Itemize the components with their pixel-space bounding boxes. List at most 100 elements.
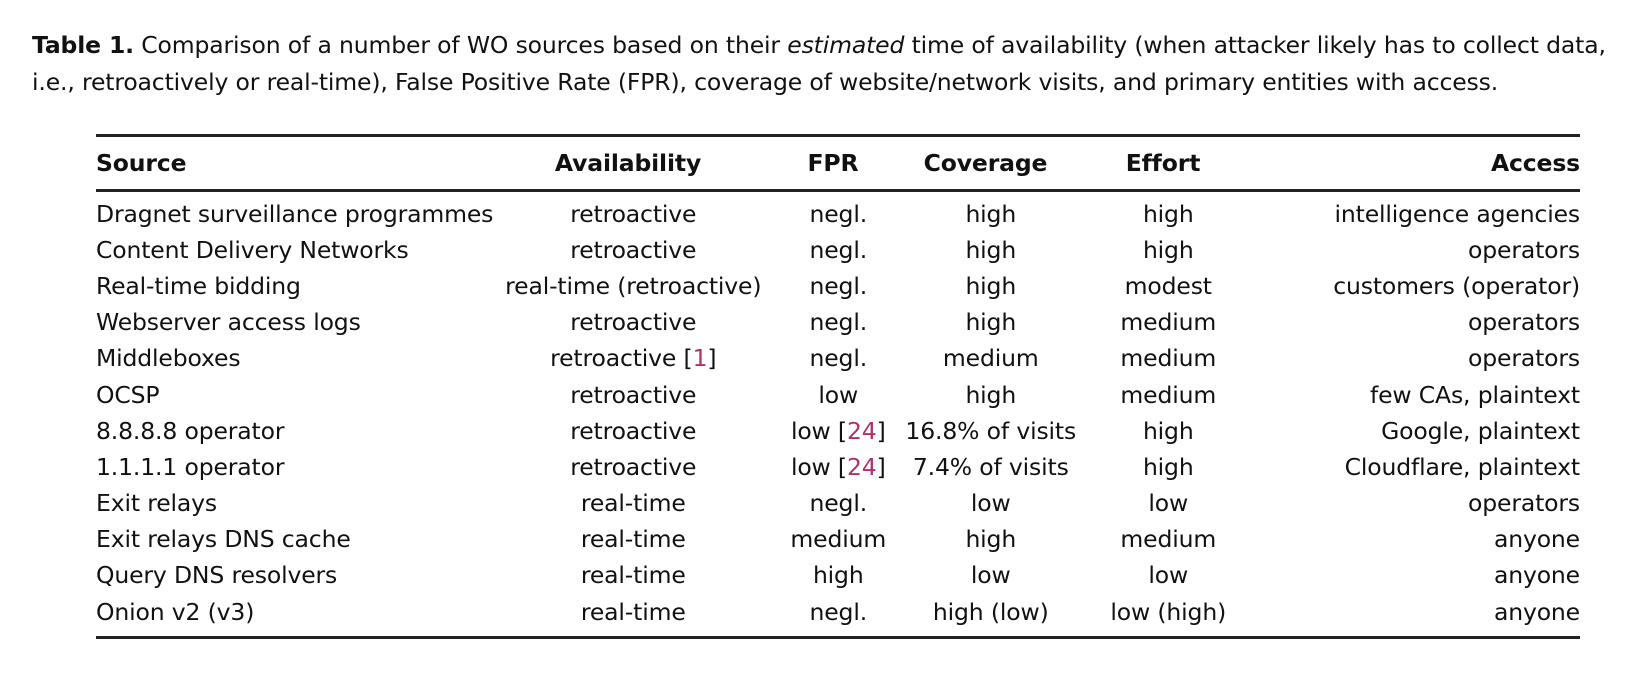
cell-source: OCSP: [96, 380, 160, 409]
cell-source: Dragnet surveillance programmes: [96, 199, 494, 228]
cell-effort: modest: [1124, 271, 1212, 300]
cell-coverage: 7.4% of visits: [912, 452, 1069, 481]
table-body: Dragnet surveillance programmes retroact…: [96, 192, 1580, 636]
cell-coverage: medium: [942, 344, 1039, 373]
caption-text-before: Comparison of a number of WO sources bas…: [133, 31, 788, 59]
cell-fpr: high: [812, 561, 864, 590]
cell-access: Cloudflare, plaintext: [1344, 452, 1581, 481]
caption-emphasis: estimated: [787, 31, 905, 59]
cell-effort: medium: [1120, 308, 1217, 337]
cell-availability: retroactive: [570, 308, 697, 337]
header-effort: Effort: [1125, 149, 1201, 177]
table-row: Onion v2 (v3) real-time negl. high (low)…: [96, 594, 1580, 636]
top-rule: [96, 134, 1580, 137]
cell-access: operators: [1468, 344, 1580, 373]
table-caption: Table 1. Comparison of a number of WO so…: [32, 27, 1612, 101]
cell-fpr: low [24]: [790, 416, 886, 445]
table-row: Dragnet surveillance programmes retroact…: [96, 192, 1580, 232]
cell-availability: retroactive: [570, 199, 697, 228]
table-row: 1.1.1.1 operator retroactive low [24] 7.…: [96, 449, 1580, 485]
citation-link[interactable]: 24: [846, 416, 877, 445]
header-source: Source: [96, 149, 187, 177]
header-row: Source Availability FPR Coverage Effort …: [96, 137, 1580, 189]
caption-label: Table 1.: [32, 31, 134, 59]
cell-source: Onion v2 (v3): [96, 597, 255, 626]
cell-fpr: low: [818, 380, 859, 409]
cell-access: intelligence agencies: [1334, 199, 1581, 228]
cell-coverage: high: [965, 199, 1017, 228]
cell-access: anyone: [1493, 525, 1580, 554]
cell-coverage: low: [970, 489, 1011, 518]
cell-source: 1.1.1.1 operator: [96, 452, 285, 481]
cell-coverage: high: [965, 380, 1017, 409]
table-row: 8.8.8.8 operator retroactive low [24] 16…: [96, 413, 1580, 449]
cell-source: Content Delivery Networks: [96, 235, 409, 264]
citation-link[interactable]: 24: [846, 452, 877, 481]
cell-availability: real-time: [580, 561, 686, 590]
cell-access: operators: [1468, 489, 1580, 518]
cell-coverage: high: [965, 235, 1017, 264]
cell-source: Middleboxes: [96, 344, 241, 373]
cell-effort: high: [1142, 452, 1194, 481]
cell-fpr: negl.: [809, 271, 868, 300]
table-row: Exit relays DNS cache real-time medium h…: [96, 521, 1580, 557]
cell-source: Exit relays DNS cache: [96, 525, 351, 554]
cell-availability: retroactive: [570, 416, 697, 445]
cell-availability: real-time: [580, 489, 686, 518]
cell-effort: medium: [1120, 344, 1217, 373]
table-row: Exit relays real-time negl. low low oper…: [96, 485, 1580, 521]
cell-effort: low (high): [1110, 597, 1227, 626]
table-row: Real-time bidding real-time (retroactive…: [96, 268, 1580, 304]
cell-access: few CAs, plaintext: [1369, 380, 1580, 409]
header-fpr: FPR: [807, 149, 859, 177]
cell-access: operators: [1468, 308, 1580, 337]
cell-source: Query DNS resolvers: [96, 561, 338, 590]
cell-fpr: negl.: [809, 308, 868, 337]
bottom-rule: [96, 635, 1580, 639]
cell-fpr: negl.: [809, 489, 868, 518]
table-row: Query DNS resolvers real-time high low l…: [96, 557, 1580, 593]
cell-effort: low: [1148, 561, 1189, 590]
cell-fpr: negl.: [809, 344, 868, 373]
table-row: Middleboxes retroactive [1] negl. medium…: [96, 340, 1580, 376]
cell-coverage: high: [965, 308, 1017, 337]
cell-fpr: negl.: [809, 597, 868, 626]
cell-fpr: negl.: [809, 199, 868, 228]
cell-fpr: negl.: [809, 235, 868, 264]
cell-access: anyone: [1493, 597, 1580, 626]
cell-access: customers (operator): [1333, 271, 1580, 300]
cell-coverage: high: [965, 271, 1017, 300]
cell-effort: low: [1148, 489, 1189, 518]
header-coverage: Coverage: [923, 149, 1048, 177]
citation-link[interactable]: 1: [692, 344, 708, 373]
cell-effort: high: [1142, 235, 1194, 264]
cell-access: Google, plaintext: [1381, 416, 1580, 445]
cell-effort: high: [1142, 199, 1194, 228]
cell-availability: retroactive: [570, 235, 697, 264]
table-row: Webserver access logs retroactive negl. …: [96, 304, 1580, 340]
table: Source Availability FPR Coverage Effort …: [96, 137, 1580, 189]
cell-availability: real-time (retroactive): [505, 271, 762, 300]
caption-text-after: time of availability (when attacker like…: [32, 31, 1606, 96]
cell-coverage: high (low): [932, 597, 1049, 626]
cell-fpr: low [24]: [790, 452, 886, 481]
cell-availability: retroactive: [570, 380, 697, 409]
cell-effort: medium: [1120, 525, 1217, 554]
cell-source: 8.8.8.8 operator: [96, 416, 285, 445]
cell-effort: high: [1142, 416, 1194, 445]
cell-availability: retroactive: [570, 452, 697, 481]
cell-source: Exit relays: [96, 489, 218, 518]
header-access: Access: [1490, 149, 1580, 177]
cell-availability: real-time: [580, 597, 686, 626]
cell-source: Webserver access logs: [96, 308, 361, 337]
header-availability: Availability: [554, 149, 702, 177]
cell-coverage: high: [965, 525, 1017, 554]
cell-effort: medium: [1120, 380, 1217, 409]
cell-availability: retroactive [1]: [550, 344, 717, 373]
table-rows: Dragnet surveillance programmes retroact…: [96, 192, 1580, 636]
cell-source: Real-time bidding: [96, 271, 301, 300]
comparison-table: Source Availability FPR Coverage Effort …: [96, 134, 1580, 639]
cell-access: anyone: [1493, 561, 1580, 590]
header-rule: [96, 189, 1580, 192]
cell-availability: real-time: [580, 525, 686, 554]
